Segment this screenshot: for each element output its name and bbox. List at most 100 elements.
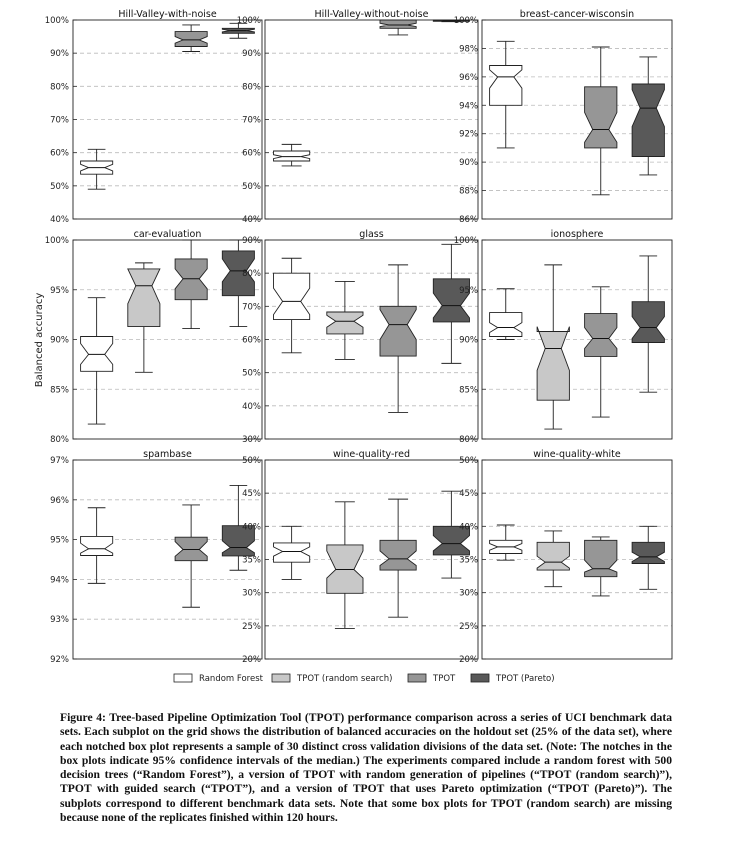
box-body [631,301,665,343]
subplot-frame [481,459,673,660]
box-random-forest [80,507,114,584]
box-tpot-pareto- [432,490,470,579]
box-tpot-random-search- [536,264,570,430]
y-tick-label: 90% [459,336,478,346]
y-tick-label: 45% [242,489,261,499]
legend-swatch [173,673,193,683]
legend-label: TPOT (random search) [296,674,392,684]
y-tick-label: 98% [459,44,478,54]
box-body [174,536,208,562]
y-tick-label: 95% [459,286,478,296]
box-tpot [174,504,208,608]
subplot-title: Hill-Valley-without-noise [315,9,429,20]
y-tick-label: 100% [45,16,69,26]
y-tick-label: 80% [50,82,69,92]
legend-label: Random Forest [199,674,264,684]
y-tick-label: 20% [459,655,478,665]
box-tpot-pareto- [631,56,665,176]
box-tpot [584,536,618,597]
y-tick-label: 97% [50,456,69,466]
subplot-car-evaluation: 80% 85% 90% 95% 100% car-evaluation [45,229,263,445]
y-tick-label: 90% [242,49,261,59]
y-tick-label: 80% [459,435,478,445]
box-body [80,336,114,372]
legend-swatch [407,673,427,683]
y-tick-label: 100% [237,16,261,26]
y-tick-label: 40% [242,215,261,225]
subplot-title: Hill-Valley-with-noise [118,9,217,20]
legend-swatch [470,673,490,683]
box-tpot [584,286,618,418]
box-tpot-random-search- [326,281,364,360]
box-random-forest [489,40,523,149]
y-tick-label: 90% [242,236,261,246]
box-body [631,83,665,157]
box-tpot [379,264,417,413]
box-random-forest [80,297,114,425]
subplot-title: wine-quality-red [333,449,410,460]
box-tpot [174,239,208,330]
box-plot-grid: Balanced accuracy 40% 50% 60% 70% 80% 90% 100%… [34,9,673,684]
y-tick-label: 90% [50,49,69,59]
y-tick-label: 96% [459,73,478,83]
legend-item: TPOT (Pareto) [470,673,555,684]
y-tick-label: 100% [45,236,69,246]
y-tick-label: 95% [50,536,69,546]
subplot-wine-quality-red: 20% 25% 30% 35% 40% 45% 50% wine-quality-red [242,449,479,665]
subplot-frame [72,459,263,660]
figure-caption: Figure 4: Tree-based Pipeline Optimizati… [60,711,672,825]
y-tick-label: 25% [459,622,478,632]
box-tpot-pareto- [631,525,665,590]
subplot-ionosphere: 80% 85% 90% 95% 100% ionosphere [454,229,673,445]
y-tick-label: 40% [242,522,261,532]
box-body [379,19,417,29]
y-tick-label: 30% [242,589,261,599]
y-tick-label: 60% [50,149,69,159]
box-body [273,272,311,321]
subplot-frame [264,239,479,440]
subplot-glass: 30% 40% 50% 60% 70% 80% 90% glass [242,229,479,445]
y-tick-label: 85% [459,385,478,395]
box-tpot-random-search- [536,530,570,588]
box-body [273,542,311,563]
y-tick-label: 92% [50,655,69,665]
y-tick-label: 80% [50,435,69,445]
legend-item: TPOT [407,673,456,684]
y-tick-label: 70% [242,116,261,126]
y-tick-label: 100% [454,236,478,246]
y-tick-label: 35% [242,556,261,566]
box-body [584,313,618,357]
y-tick-label: 40% [242,402,261,412]
box-body [584,539,618,578]
legend-label: TPOT (Pareto) [495,674,555,684]
subplot-title: spambase [143,449,192,460]
subplot-title: wine-quality-white [533,449,621,460]
legend-item: Random Forest [173,673,264,684]
box-tpot-pareto- [631,255,665,393]
y-tick-label: 95% [50,286,69,296]
subplot-title: glass [359,229,383,240]
box-random-forest [80,148,114,190]
legend: Random Forest TPOT (random search) TPOT TPO… [173,673,555,684]
y-tick-label: 50% [459,456,478,466]
subplot-wine-quality-white: 20% 25% 30% 35% 40% 45% 50% wine-quality-white [459,449,673,665]
subplot-spambase: 92% 93% 94% 95% 96% 97% spambase [50,449,263,665]
subplot-frame [481,239,673,440]
subplot-hill-valley-without-noise: 40% 50% 60% 70% 80% 90% 100% Hill-Valley-withou… [237,9,479,225]
box-random-forest [489,288,523,340]
box-body [536,326,570,401]
box-body [379,305,417,357]
y-tick-label: 40% [50,215,69,225]
y-tick-label: 50% [242,456,261,466]
box-tpot-pareto- [432,243,470,364]
y-tick-label: 90% [459,158,478,168]
box-random-forest [273,143,311,167]
box-body [221,250,255,297]
y-tick-label: 80% [242,269,261,279]
box-tpot-random-search- [127,262,161,373]
y-tick-label: 94% [459,101,478,111]
y-tick-label: 50% [50,182,69,192]
y-tick-label: 100% [454,16,478,26]
y-tick-label: 88% [459,187,478,197]
legend-item: TPOT (random search) [271,673,392,684]
